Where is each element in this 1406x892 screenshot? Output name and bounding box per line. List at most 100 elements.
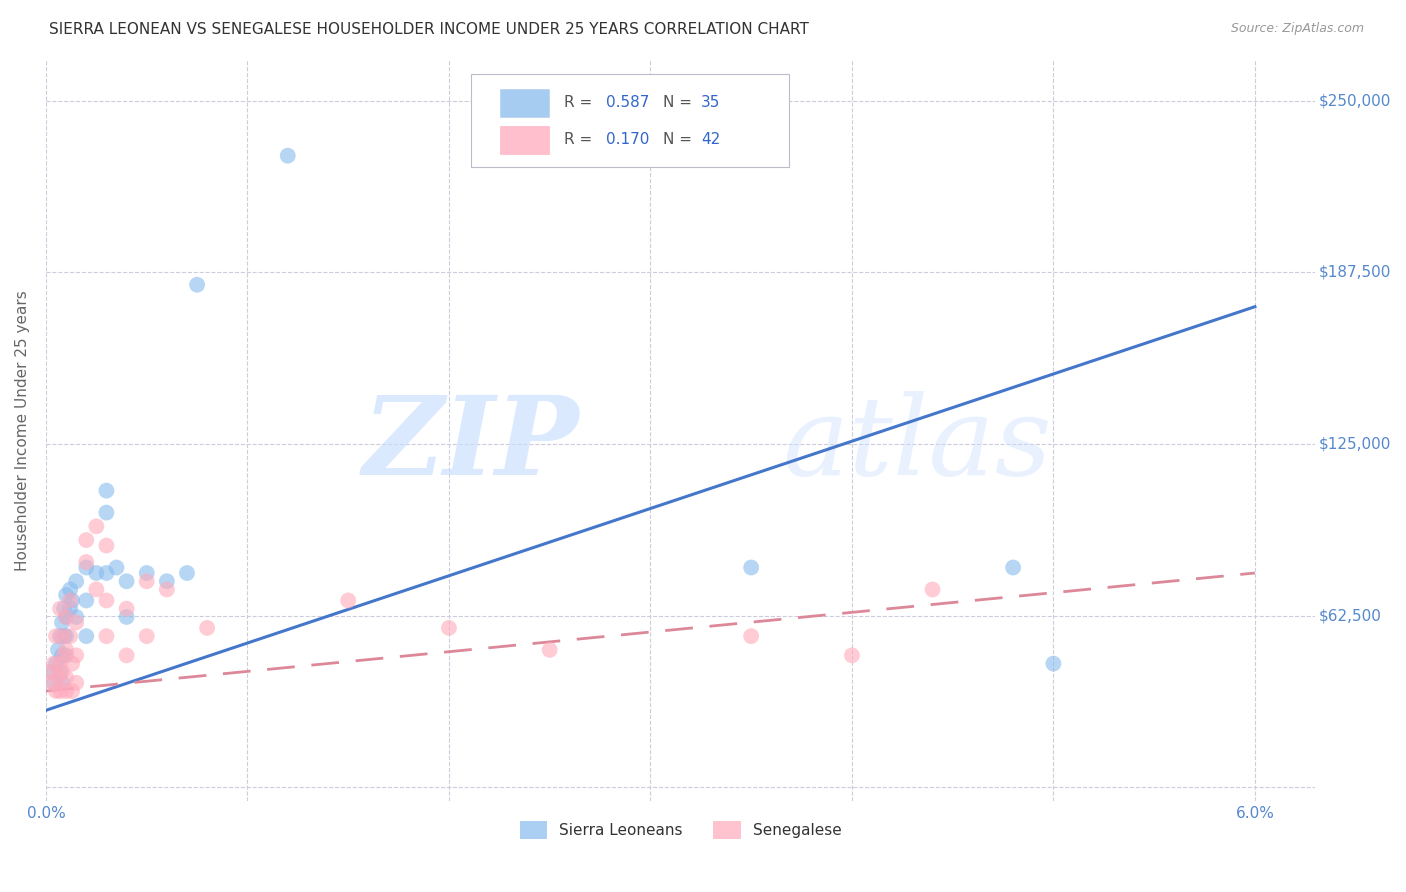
Text: SIERRA LEONEAN VS SENEGALESE HOUSEHOLDER INCOME UNDER 25 YEARS CORRELATION CHART: SIERRA LEONEAN VS SENEGALESE HOUSEHOLDER… (49, 22, 808, 37)
Point (96, 506, 118, 520)
Point (1002, 560, 1025, 574)
Point (55, 588, 77, 602)
Point (96, 566, 118, 580)
Point (740, 560, 762, 574)
Point (96, 483, 118, 498)
Point (59, 582, 82, 597)
Text: 0.170: 0.170 (606, 132, 650, 147)
Point (75, 593, 97, 607)
Point (277, 149, 299, 163)
Point (135, 566, 157, 580)
Point (115, 574, 138, 589)
Point (75, 555, 97, 569)
Text: atlas: atlas (782, 392, 1052, 499)
Point (49, 684, 72, 698)
Point (96, 539, 118, 553)
Point (45, 629, 67, 643)
Point (86, 582, 108, 597)
Point (195, 621, 218, 635)
Y-axis label: Householder Income Under 25 years: Householder Income Under 25 years (15, 290, 30, 571)
Point (55, 670, 77, 684)
Point (740, 629, 762, 643)
Point (75, 560, 97, 574)
Point (42, 657, 65, 671)
Point (49, 657, 72, 671)
Point (42, 675, 65, 690)
Text: $250,000: $250,000 (1319, 94, 1392, 108)
Point (51, 629, 73, 643)
Point (538, 643, 561, 657)
Point (51, 615, 73, 630)
Point (51, 648, 73, 663)
Text: Source: ZipAtlas.com: Source: ZipAtlas.com (1230, 22, 1364, 36)
Point (96, 629, 118, 643)
FancyBboxPatch shape (501, 126, 548, 153)
Point (55, 629, 77, 643)
Point (115, 601, 138, 615)
Point (45, 657, 67, 671)
Point (135, 574, 157, 589)
Text: 42: 42 (702, 132, 720, 147)
Text: $62,500: $62,500 (1319, 608, 1382, 623)
Legend: Sierra Leoneans, Senegalese: Sierra Leoneans, Senegalese (513, 815, 848, 845)
Point (135, 629, 157, 643)
Point (45, 684, 67, 698)
Point (96, 593, 118, 607)
Point (55, 643, 77, 657)
Point (86, 566, 108, 580)
Point (55, 648, 77, 663)
Point (51, 665, 73, 679)
Point (55, 610, 77, 624)
Point (59, 629, 82, 643)
Text: N =: N = (662, 95, 697, 110)
Point (156, 574, 179, 589)
Point (55, 610, 77, 624)
Point (49, 665, 72, 679)
Point (1042, 657, 1064, 671)
Point (115, 610, 138, 624)
Point (41, 665, 63, 679)
Point (49, 601, 72, 615)
Point (65, 610, 87, 624)
Point (156, 582, 179, 597)
Point (51, 675, 73, 690)
Point (75, 629, 97, 643)
Text: R =: R = (564, 132, 598, 147)
Point (65, 574, 87, 589)
Point (60, 593, 83, 607)
Point (55, 684, 77, 698)
Point (53, 629, 76, 643)
Text: R =: R = (564, 95, 598, 110)
Point (75, 533, 97, 547)
Point (59, 601, 82, 615)
Point (53, 601, 76, 615)
Point (105, 560, 128, 574)
Point (46, 643, 69, 657)
Text: $187,500: $187,500 (1319, 265, 1392, 280)
Point (186, 277, 208, 292)
Point (46, 670, 69, 684)
Text: 0.587: 0.587 (606, 95, 650, 110)
Point (41, 675, 63, 690)
Text: ZIP: ZIP (363, 392, 579, 499)
Point (65, 615, 87, 630)
FancyBboxPatch shape (471, 74, 789, 167)
Text: $125,000: $125,000 (1319, 436, 1392, 451)
Point (65, 648, 87, 663)
Point (60, 657, 83, 671)
Point (86, 519, 108, 533)
Point (49, 629, 72, 643)
Point (437, 621, 460, 635)
Point (841, 648, 863, 663)
Point (176, 566, 198, 580)
Point (39, 665, 62, 679)
Point (59, 593, 82, 607)
FancyBboxPatch shape (501, 88, 548, 117)
Point (337, 593, 360, 607)
Point (53, 648, 76, 663)
Point (921, 582, 943, 597)
Point (60, 684, 83, 698)
Point (115, 648, 138, 663)
Point (65, 675, 87, 690)
Text: 35: 35 (702, 95, 720, 110)
